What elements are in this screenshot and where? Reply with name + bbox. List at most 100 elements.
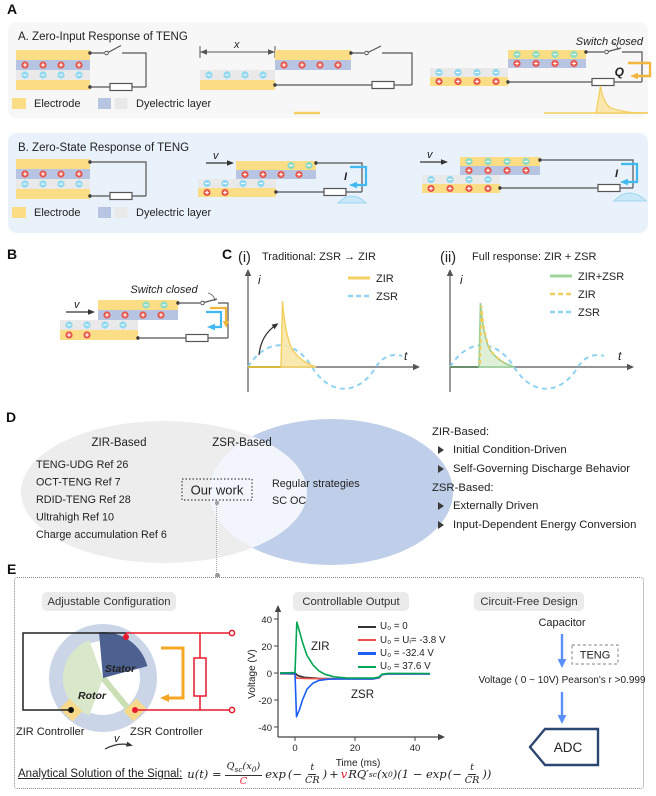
electrode-label: Electrode: [34, 98, 80, 110]
velocity-label: v: [427, 149, 434, 161]
zero-input-title: A. Zero-Input Response of TENG: [18, 31, 188, 43]
current-loop-arrow-blue: [350, 165, 368, 187]
venn-right-item: SC OC: [272, 495, 306, 507]
x-tick: 0: [292, 743, 297, 754]
x-tick: 40: [410, 743, 421, 754]
venn-left-item: Ultrahigh Ref 10: [36, 512, 114, 524]
rotor-label: Rotor: [78, 690, 107, 702]
dielectric-swatch-blue: [98, 207, 111, 218]
legend-label: U₀ = Uᵢ= -3.8 V: [380, 634, 446, 646]
venn-left-item: RDID-TENG Ref 28: [36, 494, 131, 506]
heading-adjustable-configuration: Adjustable Configuration: [42, 592, 176, 611]
resistor-icon: [185, 333, 209, 343]
legend-row: U₀ = 0: [358, 620, 446, 633]
resistor-icon: [323, 187, 347, 197]
terminal-icon: [228, 629, 236, 637]
subpanel-index: (ii): [440, 250, 456, 266]
legend-swatch: [358, 652, 376, 655]
teng-label: TENG: [580, 650, 611, 662]
panel-c2-sketch: (ii) Full response: ZIR + ZSR i t ZIR+ZS…: [440, 250, 634, 392]
current-loop-arrow-blue: [206, 310, 223, 329]
legend-row: U₀ = Uᵢ= -3.8 V: [358, 633, 446, 646]
y-tick: 20: [261, 642, 272, 653]
panel-zero-state: B. Zero-State Response of TENG Electrode…: [8, 133, 648, 233]
zero-input-schematics: A. Zero-Input Response of TENG Electrode…: [12, 31, 652, 115]
y-tick: -20: [258, 696, 272, 707]
notes-item: Self-Governing Discharge Behavior: [432, 463, 656, 475]
legend-entry: ZIR+ZSR: [578, 271, 624, 283]
resistor-icon: [109, 82, 133, 92]
stator-sector: [99, 632, 148, 678]
rotor-sector: [62, 640, 103, 716]
legend-entry: ZIR: [376, 273, 394, 285]
switch-closed-label: Switch closed: [130, 284, 198, 296]
teng-device-sliding: v I: [198, 150, 368, 204]
circuit-free-flow: Capacitor TENG Voltage ( 0 ~ 10V) Pearso…: [478, 617, 646, 767]
legend-swatch: [358, 625, 376, 628]
resistor-icon: [109, 191, 133, 201]
notes-zsr-header: ZSR-Based:: [432, 482, 494, 494]
sine-hump: [336, 195, 368, 204]
current-i-label: I: [344, 171, 348, 183]
panel-b-schematic: Switch closed v: [60, 284, 230, 343]
venn-left-title: ZIR-Based: [92, 437, 147, 449]
formula-title: Analytical Solution of the Signal:: [18, 768, 183, 781]
venn-right-title: ZSR-Based: [212, 437, 271, 449]
panel-c1-sketch: (i) Traditional: ZSR → ZIR i t ZIR ZSR: [238, 250, 420, 392]
panel-label-d: D: [6, 409, 17, 425]
our-work-box: [181, 478, 253, 501]
full-response-spike: [478, 302, 515, 368]
panel-label-a: A: [7, 1, 18, 17]
layer-legend: Electrode Dyelectric layer: [12, 98, 212, 110]
panel-zero-input: A. Zero-Input Response of TENG Electrode…: [8, 22, 652, 118]
transition-arrow: [258, 324, 277, 356]
subpanel-index: (i): [238, 250, 251, 266]
velocity-label: v: [74, 299, 81, 311]
zir-annotation: ZIR: [311, 641, 330, 653]
teng-box: [571, 644, 619, 665]
dielectric-swatch-blue: [98, 98, 111, 109]
resistor-icon: [193, 657, 207, 697]
switch-closed-label: Switch closed: [576, 36, 644, 48]
x-axis-label: t: [404, 349, 408, 363]
velocity-label: v: [114, 733, 121, 745]
dielectric-label: Dyelectric layer: [136, 207, 212, 219]
y-axis-label: i: [460, 273, 463, 287]
heading-controllable-output: Controllable Output: [293, 592, 409, 611]
x-axis-label: Time (ms): [336, 758, 381, 769]
adc-pentagon: [528, 727, 600, 767]
panel-label-b: B: [7, 246, 18, 262]
notes-zir-header: ZIR-Based:: [432, 426, 490, 438]
voltage-plot: 40 20 0 -20 -40 0 20 40 Voltage (V) Time…: [247, 605, 445, 769]
velocity-label: v: [213, 150, 220, 162]
y-axis-label: Voltage (V): [247, 649, 258, 698]
arrow-bullet-icon: [438, 446, 444, 454]
zir-dashed-spike: [479, 305, 504, 365]
dielectric-swatch-gray: [114, 98, 128, 109]
arrow-bullet-icon: [438, 521, 444, 529]
sketch-legend: ZIR+ZSR ZIR ZSR: [550, 271, 624, 319]
stator-label: Stator: [105, 663, 136, 675]
zsr-controller-label: ZSR Controller: [130, 726, 203, 738]
legend-entry: ZIR: [578, 289, 596, 301]
notes-item-text: Input-Dependent Energy Conversion: [453, 519, 637, 531]
venn-right-item: Regular strategies: [272, 478, 360, 490]
legend-swatch: [358, 638, 376, 642]
rotor-stator-diagram: Stator Rotor ZIR Controller ZSR Controll…: [16, 624, 236, 750]
x-tick: 20: [350, 743, 361, 754]
zero-state-title: B. Zero-State Response of TENG: [18, 142, 189, 154]
venn-left-item: Charge accumulation Ref 6: [36, 529, 167, 541]
panel-label-e: E: [7, 561, 17, 577]
stator-contact-dot: [123, 634, 129, 640]
y-tick: 40: [261, 615, 272, 626]
plot-curves: [279, 621, 431, 718]
current-loop-arrow-yellow: [628, 61, 652, 78]
zero-state-schematics: B. Zero-State Response of TENG Electrode…: [12, 142, 648, 219]
discharge-pulse: [595, 85, 649, 114]
switch-open-icon: [364, 45, 382, 56]
notes-item: Initial Condition-Driven: [432, 444, 656, 456]
electrode-swatch: [12, 98, 26, 109]
zir-controller-label: ZIR Controller: [16, 726, 85, 738]
teng-device-displaced: x: [199, 39, 413, 115]
teng-device-discharging: Switch closed Q: [430, 36, 652, 114]
